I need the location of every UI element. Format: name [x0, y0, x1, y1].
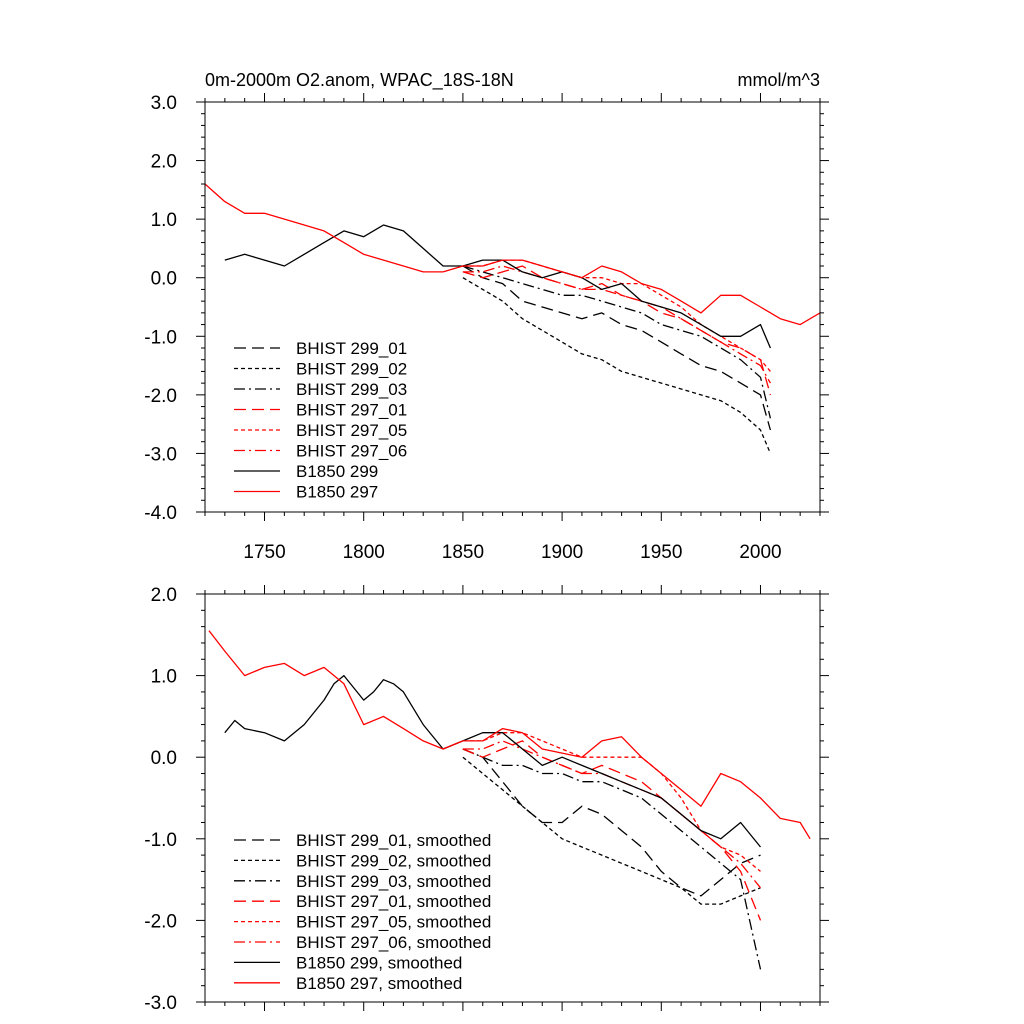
x-tick-label: 1800 — [343, 542, 385, 563]
legend-entry-0: BHIST 299_01 — [296, 339, 407, 358]
chart-title: 0m-2000m O2.anom, WPAC_18S-18N — [205, 70, 514, 91]
y-tick-label: -4.0 — [144, 503, 177, 524]
bottom-panel: -3.0 -2.0 -1.0 0.0 1.0 2.0 BHIST 299_01, smoot… — [144, 585, 829, 1014]
series-line-5 — [462, 740, 762, 889]
series-line-0 — [462, 265, 772, 431]
top-panel: 0m-2000m O2.anom, WPAC_18S-18N mmol/m^3 … — [144, 70, 829, 563]
legend-entry-0: BHIST 299_01, smoothed — [296, 831, 491, 850]
series-line-4 — [462, 732, 761, 872]
x-tick-label: 2000 — [739, 542, 781, 563]
x-tick-label: 1750 — [243, 542, 285, 563]
y-tick-label: 2.0 — [151, 152, 177, 173]
y-tick-label: 1.0 — [151, 210, 177, 231]
legend-entry-1: BHIST 299_02 — [296, 360, 407, 379]
series-line-4 — [462, 259, 771, 372]
series-line-7 — [205, 183, 820, 326]
y-tick-label: -1.0 — [144, 327, 177, 348]
legend-entry-4: BHIST 297_05 — [296, 421, 407, 440]
legend-entry-6: B1850 299 — [296, 462, 378, 481]
legend-entry-5: BHIST 297_06 — [296, 442, 407, 461]
x-tick-label: 1850 — [442, 542, 484, 563]
series-line-3 — [462, 740, 762, 921]
legend-entry-2: BHIST 299_03, smoothed — [296, 872, 491, 891]
series-line-6 — [224, 224, 771, 349]
units-label: mmol/m^3 — [738, 70, 820, 90]
series-line-7 — [208, 630, 811, 840]
legend-entry-4: BHIST 297_05, smoothed — [296, 913, 491, 932]
y-tick-label: 0.0 — [151, 269, 177, 290]
legend-entry-7: B1850 297, smoothed — [296, 974, 462, 993]
y-tick-label: 2.0 — [151, 585, 177, 606]
series-line-0 — [462, 748, 761, 897]
y-tick-label: -3.0 — [144, 993, 177, 1014]
legend-entry-3: BHIST 297_01 — [296, 401, 407, 420]
y-tick-label: 0.0 — [151, 748, 177, 769]
legend-entry-5: BHIST 297_06, smoothed — [296, 933, 491, 952]
plot-frame — [204, 101, 821, 513]
y-tick-label: -2.0 — [144, 911, 177, 932]
series-line-2 — [462, 265, 772, 419]
legend-entry-3: BHIST 297_01, smoothed — [296, 892, 491, 911]
series-line-1 — [462, 277, 771, 454]
legend-entry-7: B1850 297 — [296, 483, 378, 502]
y-tick-label: 3.0 — [151, 93, 177, 114]
legend-entry-1: BHIST 299_02, smoothed — [296, 851, 491, 870]
x-tick-label: 1900 — [541, 542, 583, 563]
series-line-6 — [224, 674, 762, 848]
x-tick-label: 1950 — [640, 542, 682, 563]
y-tick-label: -1.0 — [144, 830, 177, 851]
legend-entry-2: BHIST 299_03 — [296, 380, 407, 399]
y-tick-label: 1.0 — [151, 667, 177, 688]
series-line-1 — [462, 756, 761, 905]
series-line-5 — [462, 265, 771, 384]
y-tick-label: -2.0 — [144, 386, 177, 407]
y-tick-label: -3.0 — [144, 444, 177, 465]
plot-frame — [204, 593, 821, 1003]
series-line-2 — [462, 748, 762, 970]
legend-entry-6: B1850 299, smoothed — [296, 953, 462, 972]
